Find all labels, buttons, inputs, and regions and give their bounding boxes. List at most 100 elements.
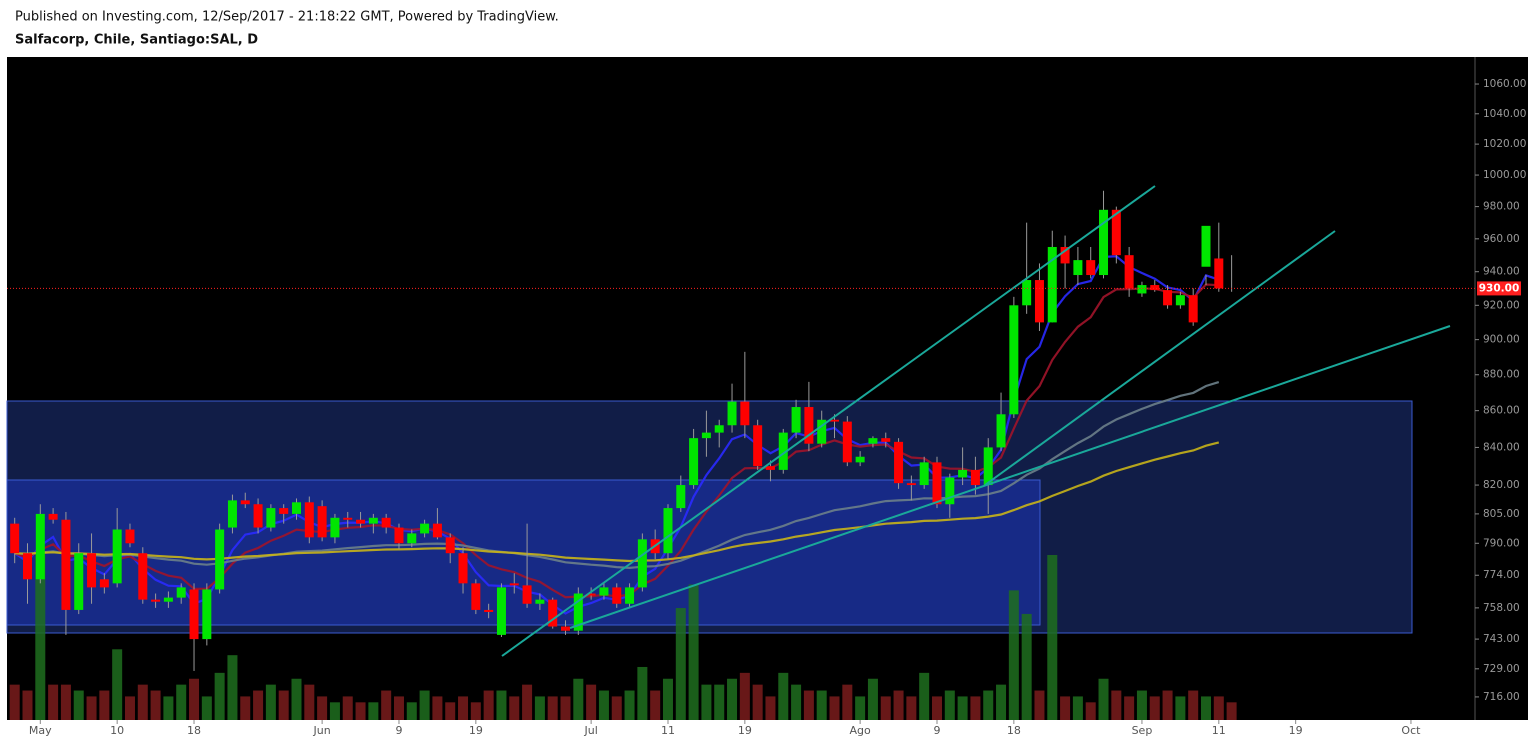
volume-bar	[560, 696, 571, 720]
last-price-label: 930.00	[1479, 282, 1520, 294]
volume-bar	[445, 702, 456, 720]
candle-body	[266, 508, 276, 528]
candle-body	[227, 500, 237, 528]
y-tick-label: 840.00	[1483, 441, 1520, 453]
candle-body	[202, 589, 212, 640]
y-tick-label: 880.00	[1483, 369, 1520, 381]
volume-bar	[816, 690, 827, 720]
candle-body	[804, 407, 814, 444]
candle-body	[330, 517, 340, 538]
x-tick-label: 19	[738, 724, 752, 737]
candle-body	[548, 599, 558, 627]
volume-bar	[931, 696, 942, 720]
y-tick-label: 860.00	[1483, 405, 1520, 417]
candle-body	[958, 469, 968, 478]
candle-body	[189, 589, 199, 640]
candle-body	[586, 593, 596, 596]
candle-body	[1111, 209, 1121, 256]
volume-bar	[1200, 696, 1211, 720]
volume-bar	[304, 684, 315, 720]
candle-body	[10, 523, 20, 554]
candle-body	[74, 553, 84, 610]
candle-body	[996, 414, 1006, 448]
candle-body	[1150, 285, 1160, 291]
volume-bar	[573, 678, 584, 720]
candle-body	[778, 432, 788, 470]
y-tick-label: 1040.00	[1483, 108, 1526, 120]
y-tick-label: 758.00	[1483, 602, 1520, 614]
volume-bar	[855, 696, 866, 720]
candle-body	[932, 462, 942, 505]
header-bg	[0, 0, 1533, 57]
candle-body	[689, 438, 699, 486]
candle-body	[87, 553, 97, 588]
candle-body	[484, 609, 494, 613]
candle-body	[983, 447, 993, 486]
x-tick-label: 19	[469, 724, 483, 737]
candle-body	[1099, 209, 1109, 276]
candle-body	[48, 513, 58, 520]
volume-bar	[150, 690, 161, 720]
volume-bar	[1034, 690, 1045, 720]
candle-body	[458, 553, 468, 584]
y-tick-label: 805.00	[1483, 508, 1520, 520]
volume-bar	[739, 672, 750, 720]
candle-body	[407, 533, 417, 544]
volume-bar	[60, 684, 71, 720]
x-tick-label: 18	[187, 724, 201, 737]
candle-body	[471, 583, 481, 610]
volume-bar	[867, 678, 878, 720]
candle-body	[1188, 295, 1198, 323]
volume-bar	[137, 684, 148, 720]
volume-bar	[176, 684, 187, 720]
y-tick-label: 1000.00	[1483, 169, 1526, 181]
volume-bar	[534, 696, 545, 720]
volume-bar	[317, 696, 328, 720]
candle-body	[253, 504, 263, 528]
volume-bar	[675, 608, 686, 720]
x-tick-label: Sep	[1132, 724, 1153, 737]
candle-body	[714, 425, 724, 433]
y-tick-label: 900.00	[1483, 334, 1520, 346]
volume-bar	[957, 696, 968, 720]
chart-title: Published on Investing.com, 12/Sep/2017 …	[15, 10, 559, 25]
y-tick-label: 1060.00	[1483, 78, 1526, 90]
chart-subtitle: Salfacorp, Chile, Santiago:SAL, D	[15, 33, 258, 48]
volume-bar	[265, 684, 276, 720]
candle-body	[637, 539, 647, 588]
volume-bar	[880, 696, 891, 720]
candle-body	[1047, 246, 1057, 323]
volume-bar	[983, 690, 994, 720]
volume-bar	[714, 684, 725, 720]
candle-body	[817, 419, 827, 444]
volume-bar	[22, 690, 33, 720]
volume-bar	[1162, 690, 1173, 720]
x-tick-label: Ago	[850, 724, 872, 737]
x-tick-label: 9	[395, 724, 402, 737]
candle-body	[1214, 258, 1224, 289]
candle-body	[599, 587, 609, 596]
volume-bar	[342, 696, 353, 720]
candle-body	[945, 477, 955, 505]
volume-bar	[522, 684, 533, 720]
volume-bar	[48, 684, 59, 720]
candle-body	[1086, 260, 1096, 276]
x-tick-label: Jul	[583, 724, 597, 737]
volume-bar	[86, 696, 97, 720]
trend-line	[984, 230, 1336, 486]
candle-body	[919, 462, 929, 486]
volume-bar	[291, 678, 302, 720]
volume-bar	[73, 690, 84, 720]
volume-bar	[1136, 690, 1147, 720]
candle-body	[99, 579, 109, 588]
candle-body	[1073, 260, 1083, 276]
candle-body	[791, 407, 801, 433]
volume-bar	[458, 696, 469, 720]
volume-bar	[1060, 696, 1071, 720]
plot-bg	[7, 57, 1528, 720]
volume-bar	[419, 690, 430, 720]
candle-body	[881, 438, 891, 442]
candle-body	[1175, 295, 1185, 306]
volume-bar	[1188, 690, 1199, 720]
